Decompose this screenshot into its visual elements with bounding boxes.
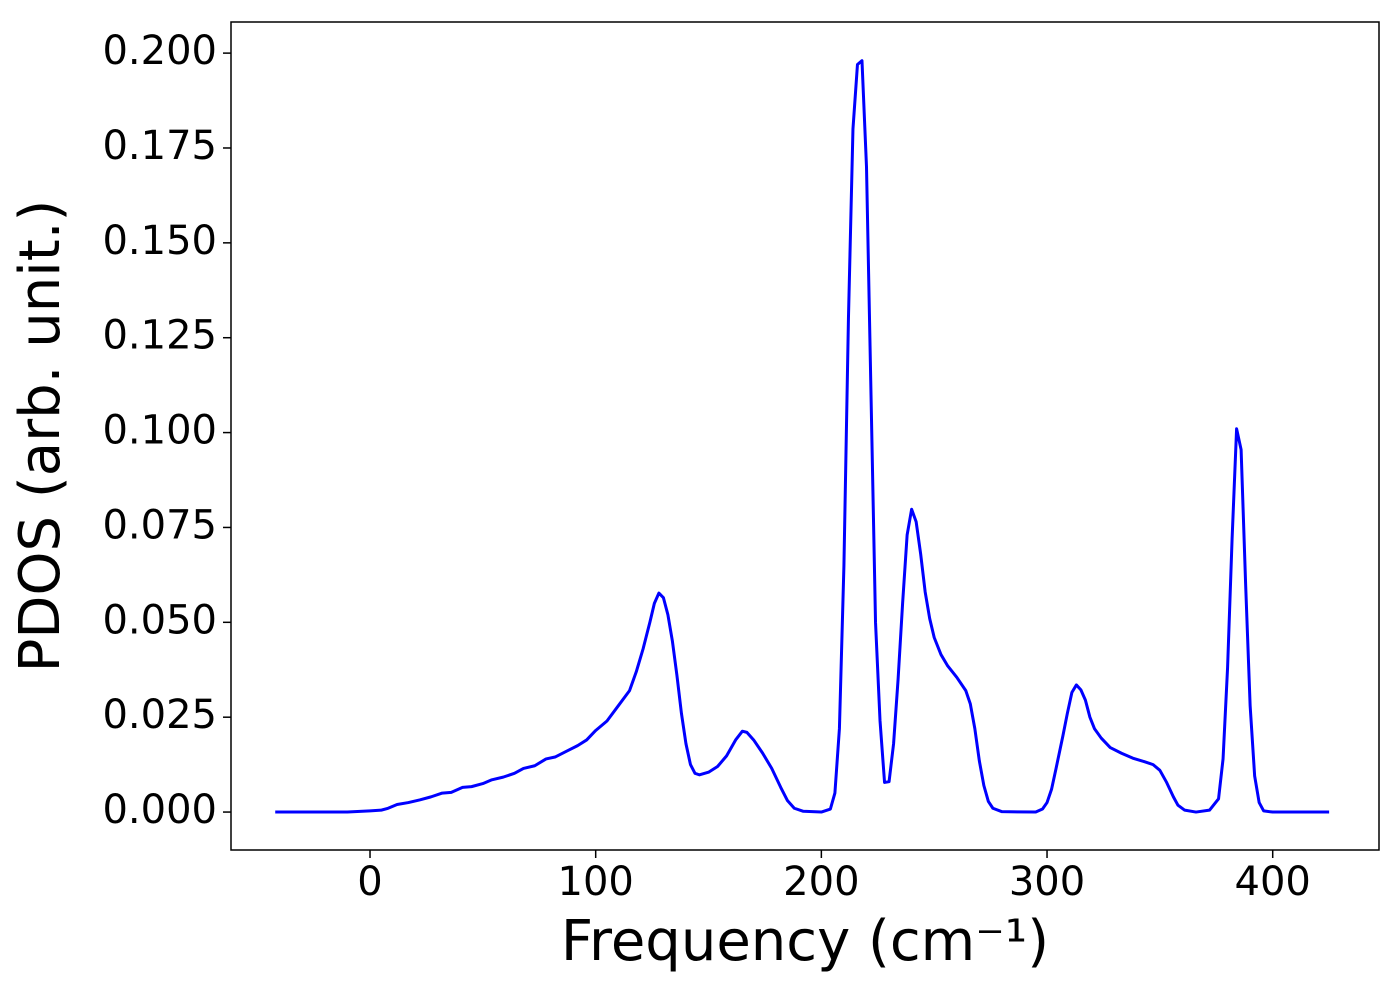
y-tick-label: 0.000: [102, 787, 217, 833]
y-tick-label: 0.025: [102, 692, 217, 738]
data-line: [275, 59, 1330, 814]
y-tick-label: 0.175: [102, 123, 217, 169]
x-tick-label: 400: [1235, 859, 1311, 905]
y-tick-label: 0.100: [102, 408, 217, 454]
y-axis-label: PDOS (arb. unit.): [8, 200, 73, 673]
x-tick-label: 0: [357, 859, 382, 905]
plot-frame: [230, 21, 1380, 851]
x-tick-label: 100: [558, 859, 634, 905]
y-tick-label: 0.200: [102, 28, 217, 74]
y-tick-label: 0.150: [102, 218, 217, 264]
y-tick-label: 0.075: [102, 502, 217, 548]
y-tick-label: 0.050: [102, 597, 217, 643]
x-tick-label: 300: [1009, 859, 1085, 905]
x-tick-label: 200: [783, 859, 859, 905]
y-tick-label: 0.125: [102, 313, 217, 359]
x-axis-label: Frequency (cm⁻¹): [561, 909, 1049, 974]
